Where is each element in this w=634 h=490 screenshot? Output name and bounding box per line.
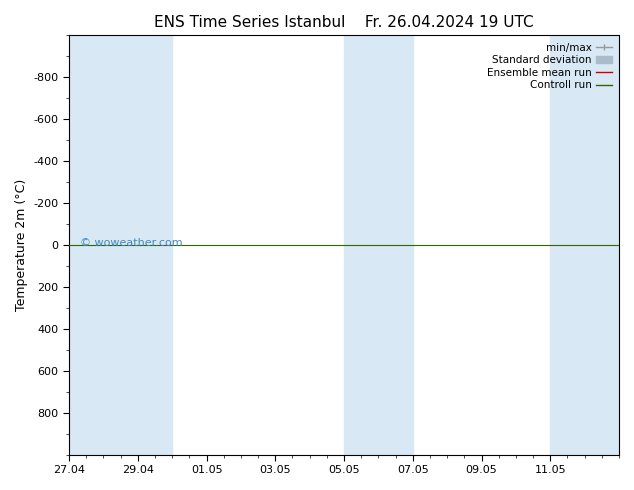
Bar	[344, 35, 378, 455]
Bar	[138, 35, 172, 455]
Bar	[378, 35, 413, 455]
Bar	[550, 35, 585, 455]
Bar	[103, 35, 138, 455]
Bar	[69, 35, 103, 455]
Title: ENS Time Series Istanbul    Fr. 26.04.2024 19 UTC: ENS Time Series Istanbul Fr. 26.04.2024 …	[154, 15, 534, 30]
Legend: min/max, Standard deviation, Ensemble mean run, Controll run: min/max, Standard deviation, Ensemble me…	[485, 41, 614, 93]
Bar	[585, 35, 619, 455]
Y-axis label: Temperature 2m (°C): Temperature 2m (°C)	[15, 179, 28, 311]
Text: © woweather.com: © woweather.com	[80, 238, 183, 248]
